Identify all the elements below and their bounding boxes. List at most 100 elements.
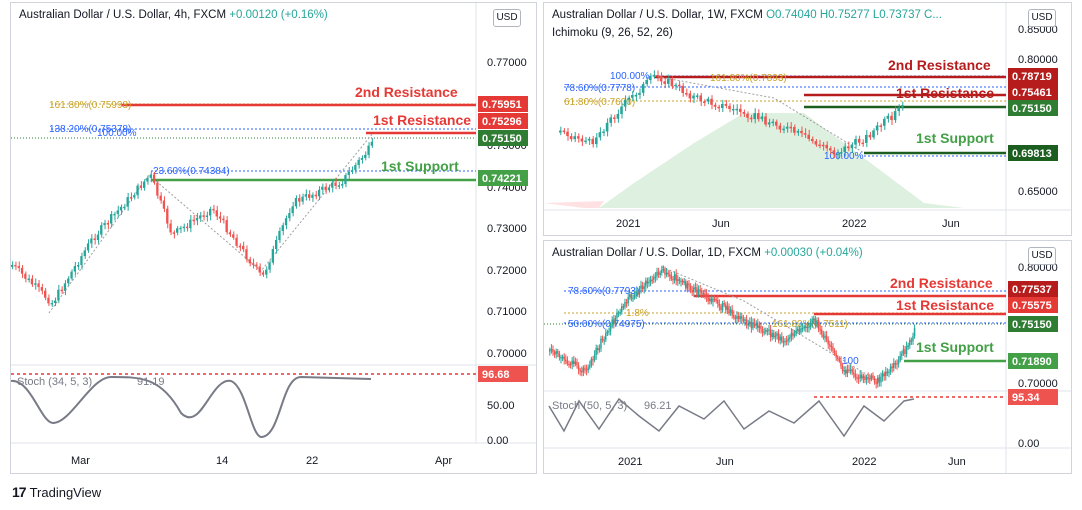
price-candle <box>707 297 709 301</box>
chart-canvas-1w[interactable]: 0.85000 0.80000 0.65000 100.00% 2nd Resistan… <box>544 3 1071 235</box>
price-candle <box>717 106 720 109</box>
price-candle <box>868 134 872 138</box>
price-candle <box>298 198 301 202</box>
price-candle <box>17 266 20 268</box>
time-tick-label: 14 <box>216 455 228 467</box>
price-candle <box>24 273 27 279</box>
price-tick-label: 0.70000 <box>1018 378 1058 390</box>
price-candle <box>803 133 807 135</box>
price-candle <box>251 263 255 265</box>
price-candle <box>294 198 298 207</box>
price-badge-r1-bg <box>1008 84 1058 100</box>
price-candle <box>577 365 580 370</box>
price-candle <box>605 333 607 340</box>
fib-connector <box>48 132 374 314</box>
price-candle <box>152 174 156 183</box>
price-candle <box>851 369 853 373</box>
price-badge-r1-bg <box>478 113 528 129</box>
price-candle <box>86 243 90 251</box>
price-candle <box>182 226 185 229</box>
price-candle <box>873 377 876 383</box>
price-candle <box>579 369 581 372</box>
currency-button[interactable]: USD <box>1028 9 1056 27</box>
price-candle <box>836 153 839 156</box>
price-candle <box>139 185 142 188</box>
price-candle <box>857 138 861 143</box>
price-candle <box>709 298 711 301</box>
chart-panel-1d[interactable]: 0.80000 0.70000 78.60%(0.7793) 2nd Resistan… <box>543 240 1072 474</box>
chart-panel-4h[interactable]: 0.770000.760000.750000.740000.730000.720… <box>10 2 537 474</box>
price-candle <box>584 367 586 370</box>
price-badge-r2: 0.78719 <box>1012 71 1052 83</box>
price-candle <box>30 278 34 285</box>
price-candle <box>745 319 748 325</box>
price-candle <box>865 134 868 143</box>
price-candle <box>640 285 642 289</box>
currency-button[interactable]: USD <box>1028 247 1056 265</box>
price-candle <box>616 313 618 318</box>
price-candle <box>582 367 585 372</box>
currency-button[interactable]: USD <box>493 9 521 27</box>
price-candle <box>37 283 40 288</box>
price-candle <box>577 136 580 139</box>
price-candle <box>731 309 733 316</box>
price-candle <box>825 144 828 149</box>
price-candle <box>202 215 205 217</box>
price-candle <box>814 141 818 145</box>
price-candle <box>606 331 609 334</box>
price-candle <box>811 138 814 142</box>
chart-canvas-4h[interactable]: 0.770000.760000.750000.740000.730000.720… <box>11 3 536 473</box>
price-candle <box>255 264 258 267</box>
chart-canvas-1d[interactable]: 0.80000 0.70000 78.60%(0.7793) 2nd Resistan… <box>544 241 1071 473</box>
price-candle <box>729 309 732 313</box>
price-candle <box>268 262 271 270</box>
price-candle <box>179 227 182 230</box>
price-candle <box>735 108 738 111</box>
time-tick-label: 2022 <box>852 456 876 468</box>
price-candle <box>110 214 113 224</box>
price-candle <box>80 256 83 266</box>
price-candle <box>601 338 604 341</box>
price-candle <box>634 94 638 97</box>
price-candle <box>696 287 698 295</box>
price-candle <box>584 140 587 143</box>
tradingview-logo[interactable]: 17 TradingView <box>12 484 101 500</box>
price-candle <box>695 95 699 97</box>
price-candle <box>785 126 789 129</box>
price-candle <box>688 283 690 286</box>
price-candle <box>156 182 159 196</box>
price-candle <box>718 303 721 307</box>
price-candle <box>837 357 839 360</box>
price-candle <box>798 328 801 333</box>
indicator-label[interactable]: Ichimoku (9, 26, 52, 26) <box>552 27 673 39</box>
price-candle <box>702 293 705 295</box>
price-candle <box>771 333 773 338</box>
price-candle <box>651 279 653 282</box>
price-candle <box>63 283 67 291</box>
price-candle <box>597 347 599 351</box>
price-candle <box>795 330 797 334</box>
price-candle <box>747 324 749 326</box>
price-candle <box>782 341 785 343</box>
price-candle <box>704 293 706 295</box>
price-tick-label: 0.71000 <box>487 306 527 318</box>
stoch-tick: 0.00 <box>487 435 508 447</box>
price-candle <box>801 327 804 330</box>
price-candle <box>832 150 836 155</box>
price-candle <box>753 113 756 120</box>
price-candle <box>563 356 565 360</box>
price-candle <box>710 98 713 105</box>
chart-panel-1w[interactable]: 0.85000 0.80000 0.65000 100.00% 2nd Resistan… <box>543 2 1072 236</box>
price-candle <box>806 326 809 329</box>
price-candle <box>864 376 866 381</box>
price-candle <box>904 349 906 354</box>
price-candle <box>886 371 889 374</box>
price-candle <box>913 328 916 337</box>
price-candle <box>218 216 222 219</box>
price-candle <box>778 125 782 130</box>
price-candle <box>902 349 905 354</box>
symbol-title: Australian Dollar / U.S. Dollar, 1W, FXC… <box>552 9 763 21</box>
price-candle <box>821 144 825 147</box>
price-candle <box>725 304 727 310</box>
price-candle <box>595 347 597 356</box>
